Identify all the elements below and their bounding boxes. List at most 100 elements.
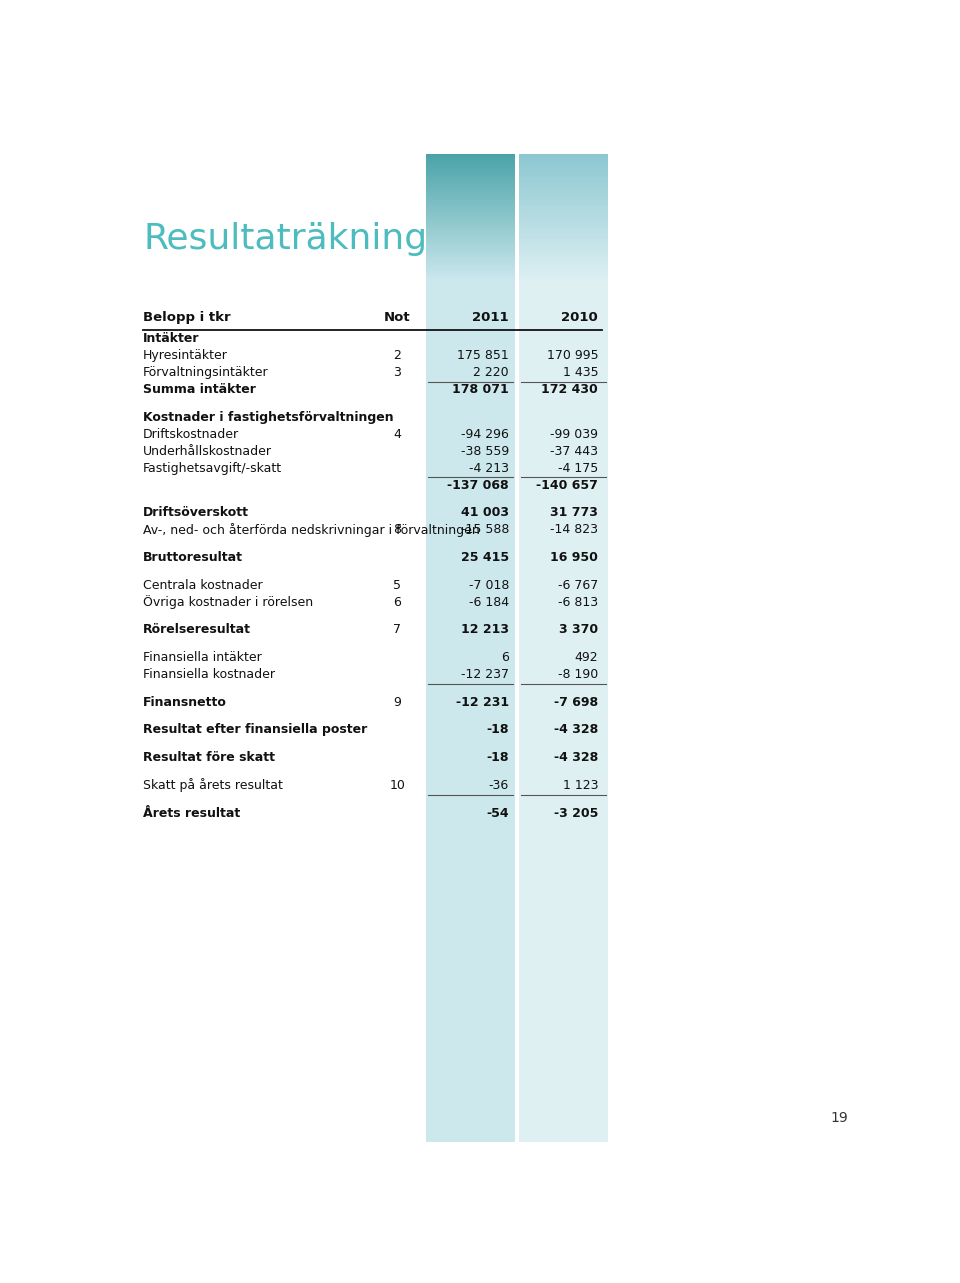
- Bar: [519, 234, 609, 235]
- Text: -4 175: -4 175: [558, 462, 598, 475]
- Bar: [426, 205, 516, 207]
- Bar: [426, 276, 516, 277]
- Text: -8 190: -8 190: [558, 668, 598, 681]
- Bar: [519, 201, 609, 203]
- Bar: [519, 159, 609, 160]
- Bar: [519, 213, 609, 214]
- Bar: [519, 181, 609, 182]
- Text: -6 184: -6 184: [468, 595, 509, 608]
- Bar: [426, 234, 516, 235]
- Bar: [519, 277, 609, 278]
- Bar: [426, 218, 516, 219]
- Bar: [519, 190, 609, 191]
- Text: -38 559: -38 559: [461, 445, 509, 458]
- Bar: [426, 221, 516, 223]
- Bar: [519, 219, 609, 221]
- Bar: [519, 186, 609, 187]
- Bar: [519, 192, 609, 194]
- Text: Fastighetsavgift/-skatt: Fastighetsavgift/-skatt: [143, 462, 282, 475]
- Bar: [426, 231, 516, 234]
- Bar: [519, 173, 609, 174]
- Bar: [519, 168, 609, 169]
- Bar: [426, 181, 516, 182]
- Bar: [426, 159, 516, 160]
- Bar: [519, 273, 609, 275]
- Bar: [426, 192, 516, 194]
- Bar: [426, 262, 516, 263]
- Bar: [426, 235, 516, 236]
- Bar: [519, 249, 609, 250]
- Text: 41 003: 41 003: [461, 507, 509, 520]
- Bar: [519, 176, 609, 177]
- Text: Finansiella kostnader: Finansiella kostnader: [143, 668, 276, 681]
- Bar: [426, 266, 516, 267]
- Text: -54: -54: [487, 807, 509, 820]
- Bar: [519, 272, 609, 273]
- Bar: [519, 251, 609, 253]
- Bar: [519, 196, 609, 198]
- Bar: [426, 204, 516, 205]
- Text: -37 443: -37 443: [550, 445, 598, 458]
- Bar: [519, 162, 609, 163]
- Bar: [519, 166, 609, 167]
- Text: Not: Not: [384, 310, 411, 323]
- Bar: [519, 218, 609, 219]
- Text: -6 767: -6 767: [558, 579, 598, 591]
- Bar: [426, 242, 516, 244]
- Bar: [426, 251, 516, 253]
- Bar: [426, 180, 516, 181]
- Bar: [519, 266, 609, 267]
- Text: 178 071: 178 071: [452, 384, 509, 396]
- Bar: [519, 212, 609, 213]
- Bar: [426, 249, 516, 250]
- Bar: [426, 264, 516, 266]
- Bar: [519, 169, 609, 171]
- Text: 6: 6: [501, 650, 509, 665]
- Bar: [426, 268, 516, 269]
- Text: 6: 6: [394, 595, 401, 608]
- Text: Övriga kostnader i rörelsen: Övriga kostnader i rörelsen: [143, 595, 313, 609]
- Bar: [519, 246, 609, 248]
- Bar: [426, 194, 516, 195]
- Text: -18: -18: [487, 724, 509, 736]
- Text: 3: 3: [394, 366, 401, 380]
- Bar: [426, 176, 516, 177]
- Bar: [426, 271, 516, 272]
- Bar: [426, 157, 516, 158]
- Text: 2011: 2011: [472, 310, 509, 323]
- Bar: [519, 276, 609, 277]
- Text: 2: 2: [394, 349, 401, 362]
- Text: 25 415: 25 415: [461, 550, 509, 565]
- Bar: [519, 263, 609, 264]
- Bar: [426, 198, 516, 199]
- Bar: [426, 225, 516, 227]
- Bar: [519, 164, 609, 166]
- Bar: [426, 248, 516, 249]
- Bar: [519, 269, 609, 271]
- Bar: [426, 259, 516, 260]
- Bar: [519, 255, 609, 257]
- Bar: [519, 174, 609, 176]
- Bar: [519, 280, 609, 281]
- Text: Resultaträkning: Resultaträkning: [143, 222, 427, 255]
- Bar: [426, 219, 516, 221]
- Bar: [519, 264, 609, 266]
- Bar: [519, 244, 609, 245]
- Bar: [519, 245, 609, 246]
- Bar: [519, 195, 609, 196]
- Text: 9: 9: [394, 695, 401, 708]
- Bar: [519, 237, 609, 239]
- Bar: [426, 162, 516, 163]
- Bar: [519, 182, 609, 183]
- Bar: [519, 178, 609, 180]
- Bar: [426, 189, 516, 190]
- Bar: [426, 201, 516, 203]
- Text: -137 068: -137 068: [447, 479, 509, 491]
- Bar: [519, 221, 609, 223]
- Bar: [519, 208, 609, 209]
- Bar: [426, 240, 516, 241]
- Bar: [519, 157, 609, 158]
- Bar: [519, 154, 609, 1142]
- Bar: [426, 275, 516, 276]
- Text: -94 296: -94 296: [461, 427, 509, 441]
